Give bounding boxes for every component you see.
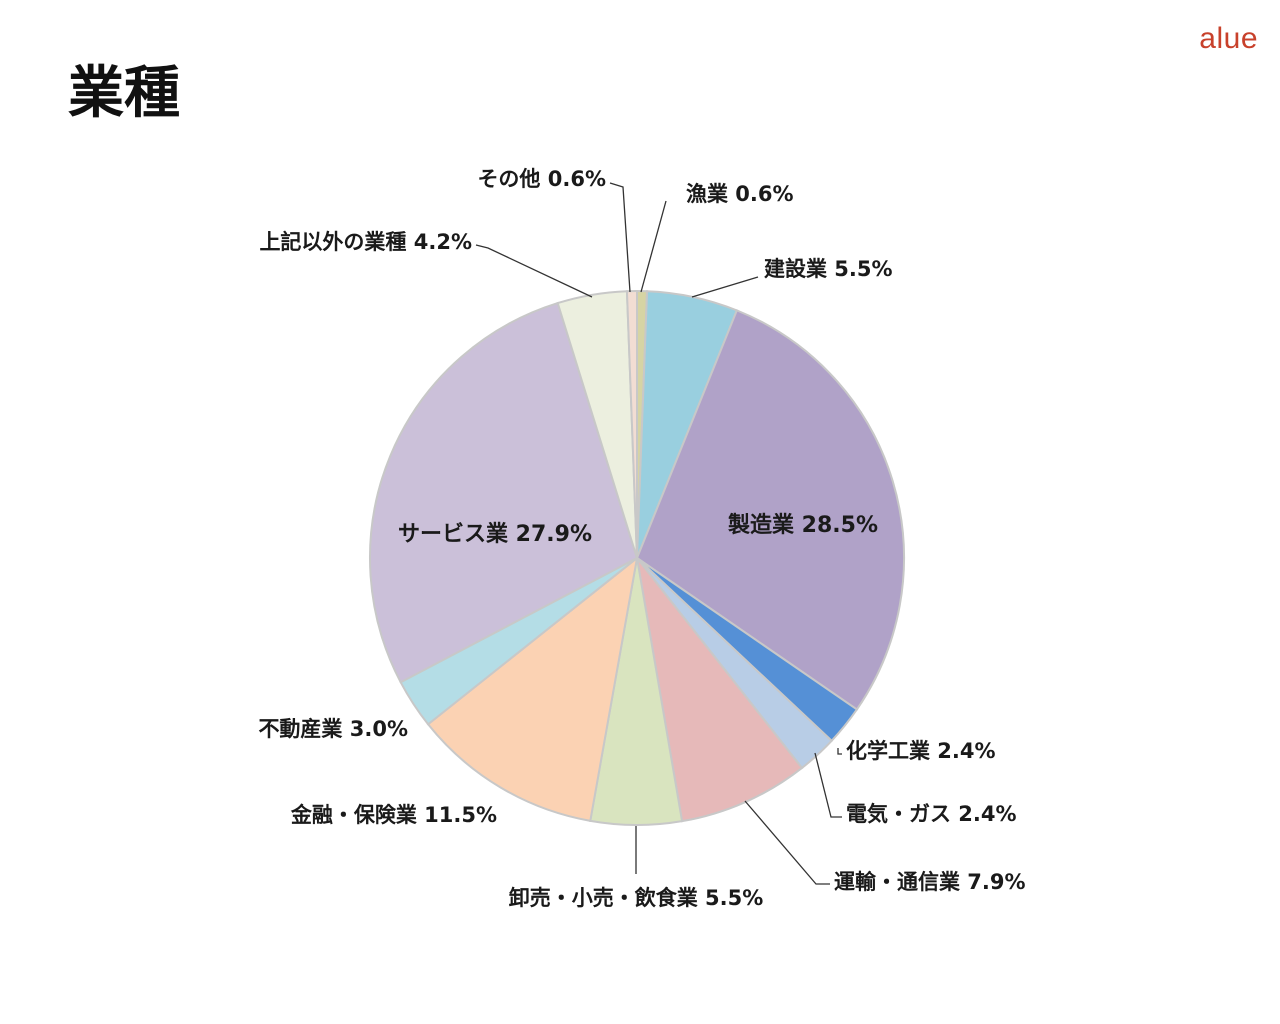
leader-line	[691, 276, 759, 298]
leader-line	[744, 800, 830, 885]
pie-slice	[369, 301, 639, 684]
leader-line	[814, 752, 842, 818]
slice-label: 上記以外の業種 4.2%	[259, 230, 472, 254]
slice-label: 不動産業 3.0%	[258, 717, 408, 741]
pie-slices	[369, 289, 905, 826]
slice-label: 卸売・小売・飲食業 5.5%	[509, 886, 764, 910]
leader-lines	[475, 182, 842, 885]
slice-label: 漁業 0.6%	[686, 182, 794, 206]
leader-line	[837, 748, 842, 755]
slice-label: 金融・保険業 11.5%	[290, 803, 497, 827]
pie-slice	[635, 309, 905, 711]
leader-line	[640, 200, 667, 293]
slice-label: サービス業 27.9%	[398, 522, 592, 547]
leader-line	[475, 244, 593, 298]
brand-logo: alue	[1199, 22, 1258, 55]
slice-label: 電気・ガス 2.4%	[846, 802, 1017, 826]
pie-slice	[625, 289, 638, 559]
leader-line	[609, 182, 631, 293]
slice-label: 運輸・通信業 7.9%	[834, 870, 1026, 894]
slice-label: 建設業 5.5%	[764, 257, 893, 281]
slice-label: 製造業 28.5%	[727, 512, 878, 538]
slice-label: その他 0.6%	[477, 167, 606, 191]
page-title: 業種	[68, 61, 180, 126]
pie-slice	[426, 555, 639, 823]
slice-labels: 漁業 0.6% 建設業 5.5% 製造業 28.5% 化学工業 2.4% 電気・ガス 2…	[258, 167, 1025, 910]
slice-label: 化学工業 2.4%	[846, 739, 996, 763]
